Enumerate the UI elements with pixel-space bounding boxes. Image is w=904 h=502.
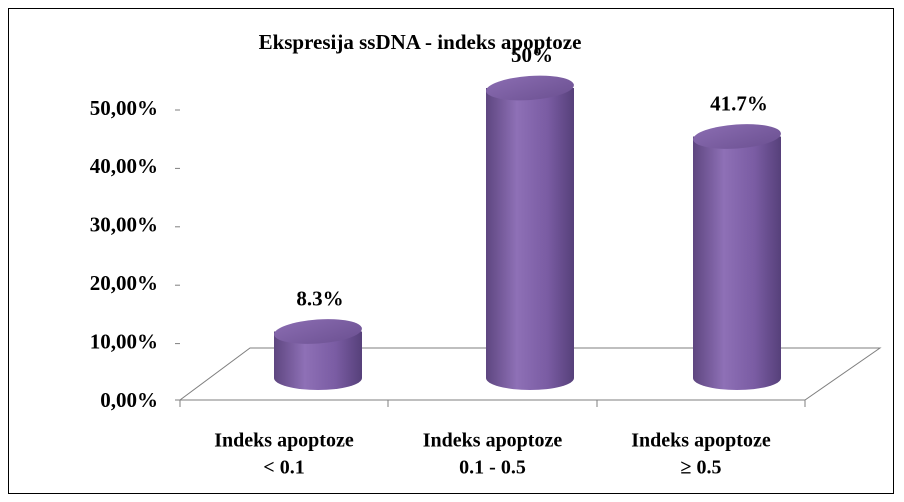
value-label: 8.3% xyxy=(296,286,343,310)
bar xyxy=(274,331,362,390)
bar-top xyxy=(274,319,362,344)
y-tick-label: 30,00% xyxy=(90,213,158,237)
y-tick-label: 40,00% xyxy=(90,154,158,178)
frame xyxy=(8,8,894,494)
chart-title: Ekspresija ssDNA - indeks apoptoze xyxy=(259,30,582,54)
y-tick-label: 10,00% xyxy=(90,329,158,353)
value-label: 41.7% xyxy=(710,91,768,115)
bar xyxy=(693,136,781,390)
x-tick-label: 0.1 - 0.5 xyxy=(459,457,526,479)
x-tick-label: ≥ 0.5 xyxy=(681,457,722,479)
x-tick-label: Indeks apoptoze xyxy=(423,430,563,452)
value-label: 50% xyxy=(511,43,553,67)
x-tick-label: Indeks apoptoze xyxy=(214,430,354,452)
y-tick-label: 50,00% xyxy=(90,96,158,120)
y-tick-label: 20,00% xyxy=(90,271,158,295)
bar xyxy=(486,88,574,390)
x-tick-label: < 0.1 xyxy=(263,457,304,479)
x-tick-label: Indeks apoptoze xyxy=(631,430,771,452)
bar-top xyxy=(486,75,574,101)
bar-top xyxy=(693,124,781,149)
y-tick-label: 0,00% xyxy=(100,388,158,412)
